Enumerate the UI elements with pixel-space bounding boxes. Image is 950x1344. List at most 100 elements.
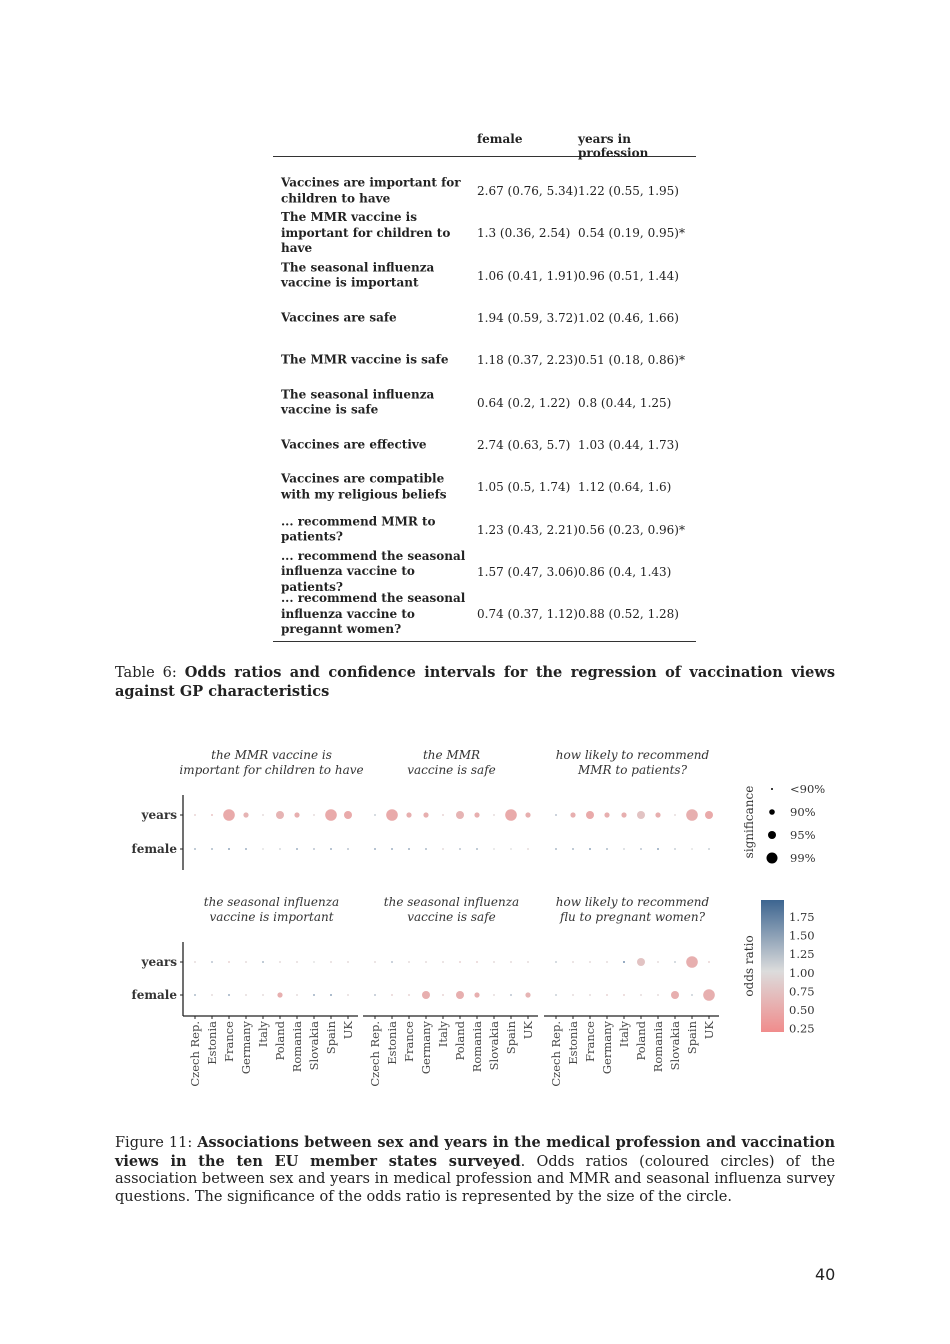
row-label: The MMR vaccine is important for childre… — [281, 210, 451, 256]
table-caption: Table 6: Odds ratios and confidence inte… — [115, 664, 835, 701]
data-point — [510, 994, 512, 996]
row-label: The MMR vaccine is safe — [281, 352, 449, 367]
female-value: 1.57 (0.47, 3.06) — [477, 564, 578, 579]
figure-caption: Figure 11: Associations between sex and … — [115, 1134, 835, 1206]
data-point — [708, 961, 710, 963]
data-point — [655, 812, 661, 818]
data-point — [703, 989, 715, 1001]
figure-caption-prefix: Figure 11: — [115, 1135, 198, 1151]
data-point — [572, 961, 574, 963]
data-point — [425, 848, 427, 850]
data-point — [262, 848, 264, 850]
panel-title: the seasonal influenza — [204, 895, 339, 909]
row-label: The seasonal influenza vaccine is safe — [281, 387, 435, 417]
data-point — [211, 848, 213, 850]
colorbar-tick-label: 1.75 — [789, 910, 815, 924]
data-point — [589, 961, 591, 963]
years-value: 0.88 (0.52, 1.28) — [578, 607, 679, 622]
header-years: years in profession — [578, 132, 649, 160]
data-point — [406, 812, 412, 818]
data-point — [604, 812, 610, 818]
data-point — [330, 994, 332, 996]
x-tick-label: Czech Rep. — [368, 1021, 382, 1087]
table-row: ... recommend the seasonal influenza vac… — [273, 591, 696, 636]
panel-title: vaccine is safe — [407, 763, 496, 777]
data-point — [325, 809, 337, 821]
x-tick-label: Germany — [419, 1020, 433, 1074]
data-point — [313, 961, 315, 963]
data-point — [623, 961, 625, 963]
caption-prefix: Table 6: — [115, 665, 185, 681]
data-point — [442, 848, 444, 850]
data-point — [686, 809, 698, 821]
data-point — [391, 848, 393, 850]
data-point — [277, 992, 283, 998]
x-tick-label: France — [402, 1021, 416, 1062]
data-point — [572, 994, 574, 996]
data-point — [423, 812, 429, 818]
data-point — [510, 961, 512, 963]
y-tick-label: female — [132, 988, 178, 1002]
significance-legend-label: 95% — [790, 828, 816, 842]
data-point — [330, 961, 332, 963]
data-point — [347, 994, 349, 996]
data-point — [637, 811, 645, 819]
x-tick-label: Italy — [436, 1021, 450, 1048]
data-point — [586, 811, 594, 819]
data-point — [555, 848, 557, 850]
years-value: 0.8 (0.44, 1.25) — [578, 395, 672, 410]
data-point — [279, 961, 281, 963]
y-tick-label: years — [141, 955, 178, 969]
female-value: 1.3 (0.36, 2.54) — [477, 226, 571, 241]
data-point — [347, 848, 349, 850]
row-label: Vaccines are compatible with my religiou… — [281, 471, 447, 502]
data-point — [705, 811, 713, 819]
x-tick-label: UK — [521, 1021, 535, 1040]
panel-title: vaccine is important — [209, 910, 333, 924]
data-point — [691, 994, 693, 996]
x-tick-label: Estonia — [566, 1021, 580, 1065]
x-tick-label: Poland — [634, 1020, 648, 1060]
x-tick-label: Spain — [685, 1020, 699, 1054]
row-label: Vaccines are effective — [281, 437, 427, 452]
significance-legend-title: significance — [742, 786, 756, 859]
years-value: 1.03 (0.44, 1.73) — [578, 437, 679, 452]
x-tick-label: Poland — [453, 1020, 467, 1060]
x-tick-label: Germany — [600, 1020, 614, 1074]
data-point — [657, 994, 659, 996]
data-point — [408, 994, 410, 996]
female-value: 1.94 (0.59, 3.72) — [477, 311, 578, 326]
data-point — [228, 848, 230, 850]
data-point — [374, 994, 376, 996]
data-point — [510, 848, 512, 850]
table-row: The seasonal influenza vaccine is import… — [273, 255, 696, 297]
data-point — [194, 848, 196, 850]
colorbar-tick-label: 1.25 — [789, 947, 815, 961]
data-point — [262, 961, 264, 963]
data-point — [245, 994, 247, 996]
data-point — [442, 814, 444, 816]
data-point — [223, 809, 235, 821]
data-point — [525, 812, 531, 818]
panel-title: the seasonal influenza — [384, 895, 519, 909]
table-row: Vaccines are compatible with my religiou… — [273, 466, 696, 508]
panel-title: how likely to recommend — [556, 748, 710, 762]
data-point — [347, 961, 349, 963]
data-point — [708, 848, 710, 850]
caption-title: Odds ratios and confidence intervals for… — [115, 664, 835, 700]
data-point — [276, 811, 284, 819]
significance-legend-dot — [771, 788, 773, 790]
data-point — [294, 812, 300, 818]
panel-title: MMR to patients? — [577, 763, 688, 777]
data-point — [194, 994, 196, 996]
row-label: ... recommend MMR to patients? — [281, 514, 436, 544]
figure-caption-text: . Odds ratios (coloured circles) of the … — [115, 1153, 835, 1205]
significance-legend-label: 90% — [790, 805, 816, 819]
data-point — [493, 848, 495, 850]
data-point — [344, 811, 352, 819]
panel-title: flu to pregnant women? — [559, 910, 706, 924]
table-header: female years in profession — [273, 128, 696, 160]
panel-title: the MMR — [423, 748, 480, 762]
x-tick-label: Slovakia — [487, 1021, 501, 1070]
